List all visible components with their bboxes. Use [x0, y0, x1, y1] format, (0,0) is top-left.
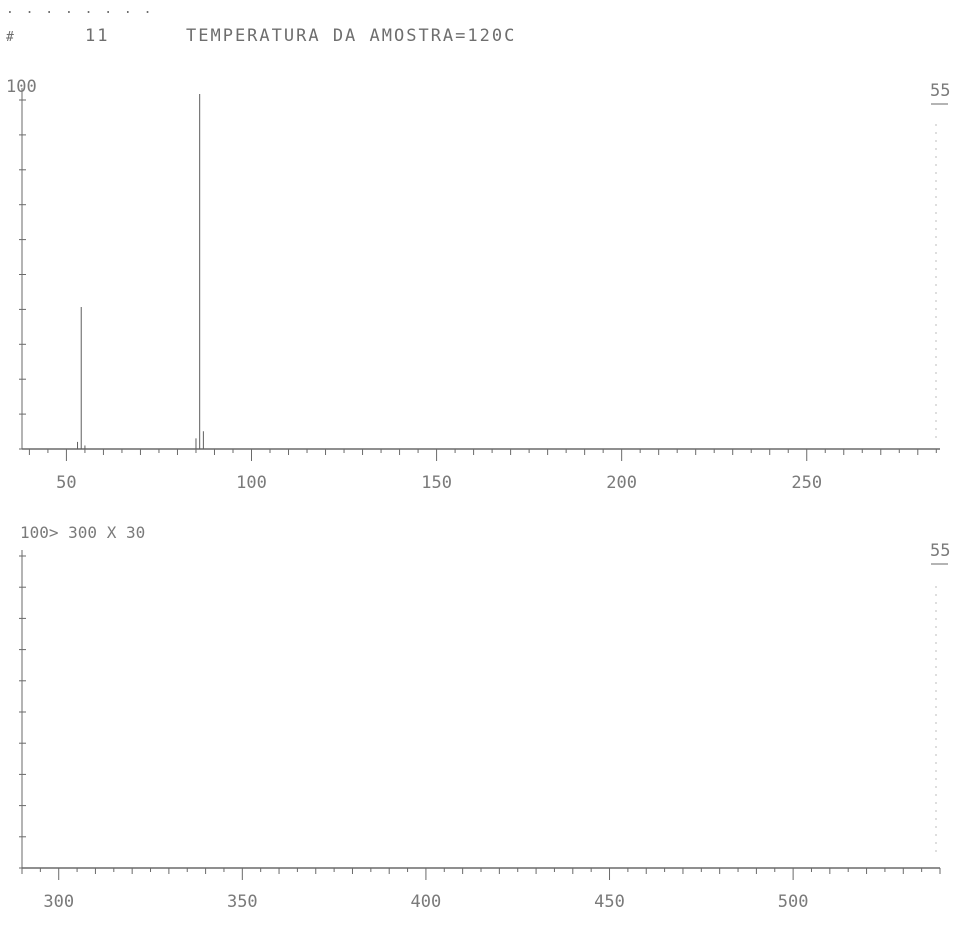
x-tick-label: 300 — [43, 892, 74, 912]
header-dots: . . . . . . . . — [6, 2, 154, 17]
right-scale-label: 55 — [930, 541, 950, 561]
x-tick-label: 250 — [791, 473, 822, 493]
x-tick-label: 100 — [236, 473, 267, 493]
scan-marker: # — [6, 30, 16, 45]
panel-2: 300 350 400 450 500 100> 300 X 30 55 — [19, 523, 950, 912]
chart-title: TEMPERATURA DA AMOSTRA=120C — [186, 26, 517, 46]
x-tick-label: 450 — [594, 892, 625, 912]
panel-1: 50 100 150 200 250 100 55 — [6, 77, 950, 493]
right-scale-label: 55 — [930, 81, 950, 101]
y-max-label: 100 — [6, 77, 37, 97]
x-tick-label: 200 — [606, 473, 637, 493]
magnification-label: 100> 300 X 30 — [20, 523, 145, 542]
x-tick-label: 350 — [227, 892, 258, 912]
x-tick-label: 150 — [421, 473, 452, 493]
scan-number: 11 — [85, 26, 110, 46]
x-tick-label: 50 — [56, 473, 76, 493]
x-tick-label: 500 — [778, 892, 809, 912]
x-tick-label: 400 — [411, 892, 442, 912]
